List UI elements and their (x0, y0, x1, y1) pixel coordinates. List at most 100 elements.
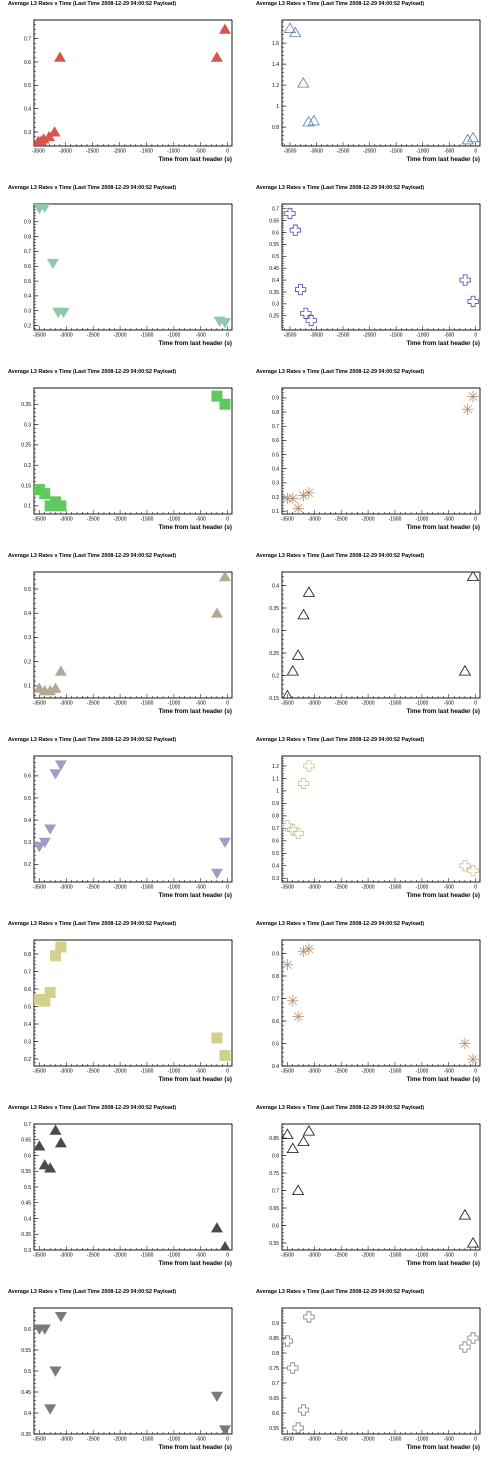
y-tick-label: 0.75 (269, 1171, 279, 1177)
y-tick-label: 0.65 (269, 1396, 279, 1402)
data-point (292, 1422, 304, 1434)
y-tick-label: 0.9 (272, 951, 279, 957)
y-tick-label: 0.8 (24, 234, 31, 240)
data-point (292, 1010, 304, 1023)
plot-frame (33, 571, 233, 699)
y-tick-label: 0.4 (24, 106, 31, 112)
data-point (297, 608, 310, 620)
y-tick-label: 0.1 (24, 504, 31, 510)
data-point (49, 1366, 62, 1377)
y-tick-label: 0.2 (24, 659, 31, 665)
x-tick-label: 0 (226, 1437, 229, 1443)
data-point (459, 1037, 471, 1050)
x-tick-label: -500 (196, 701, 206, 707)
x-tick-label: -3000 (60, 1069, 73, 1075)
scatter-plot: -3500 -3000 -2500 -2000 -1500 -1000 -500 0 0.3 0.… (272, 755, 481, 899)
x-tick-label: -2000 (362, 1253, 375, 1259)
data-point (297, 777, 310, 790)
plot-frame (281, 203, 481, 331)
x-tick-label: -3500 (284, 149, 297, 155)
y-tick-label: 0.3 (24, 840, 31, 846)
plot-frame (33, 1307, 233, 1435)
data-point (54, 760, 67, 771)
y-tick-label: 0.45 (269, 266, 279, 272)
x-tick-label: 0 (226, 1253, 229, 1259)
x-tick-label: -500 (196, 885, 206, 891)
data-point (46, 258, 59, 270)
data-point (34, 1140, 46, 1151)
y-tick-label: 0.35 (269, 290, 279, 296)
x-tick-label: -2500 (337, 333, 350, 339)
data-point (303, 1311, 315, 1323)
x-tick-label: 0 (226, 333, 229, 339)
x-tick-label: -3500 (284, 333, 297, 339)
data-point (302, 1125, 316, 1136)
x-tick-label: -500 (196, 1069, 206, 1075)
data-point (54, 665, 67, 676)
x-tick-label: -3000 (310, 333, 323, 339)
y-tick-label: 0.1 (24, 684, 31, 690)
x-tick-label: -1000 (415, 1069, 428, 1075)
x-tick-label: -2000 (113, 149, 126, 155)
x-tick-label: -500 (196, 149, 206, 155)
x-tick-label: -3000 (308, 885, 321, 891)
plot-frame (33, 387, 233, 515)
y-tick-label: 0.2 (272, 673, 279, 679)
x-axis-label: Time from last header (s) (407, 156, 480, 163)
x-tick-label: 0 (474, 333, 477, 339)
y-tick-label: 0.6 (24, 1327, 31, 1333)
data-point (291, 649, 305, 660)
y-tick-label: 0.6 (24, 987, 31, 993)
data-point (291, 1184, 305, 1196)
y-tick-label: 0.3 (24, 130, 31, 136)
chart-panel: Average L3 Rates v Time (Last Time 2008-… (248, 920, 496, 1104)
x-tick-label: -500 (196, 517, 206, 523)
data-point (302, 586, 316, 597)
x-tick-label: -2000 (362, 1437, 375, 1443)
data-point (466, 572, 480, 582)
x-tick-label: -2500 (337, 149, 350, 155)
data-point (305, 314, 317, 327)
x-tick-label: -3000 (308, 1253, 321, 1259)
x-tick-label: -3000 (60, 333, 73, 339)
chart-title: Average L3 Rates v Time (Last Time 2008-… (256, 1289, 424, 1295)
x-tick-label: -3500 (281, 517, 294, 523)
data-point (467, 1053, 479, 1065)
x-axis-label: Time from last header (s) (159, 1076, 232, 1083)
x-tick-label: -1000 (415, 885, 428, 891)
data-point (49, 1124, 62, 1135)
x-tick-label: -3000 (60, 517, 73, 523)
x-tick-label: -3500 (281, 885, 294, 891)
y-tick-label: 0.8 (272, 814, 279, 820)
x-tick-label: -500 (196, 333, 206, 339)
y-tick-label: 0.55 (269, 242, 279, 248)
data-point (39, 204, 50, 213)
data-point (282, 1128, 294, 1140)
y-tick-label: 0.8 (24, 952, 31, 958)
y-tick-label: 0.2 (24, 862, 31, 868)
data-point (57, 307, 70, 319)
chart-panel: Average L3 Rates v Time (Last Time 2008-… (248, 552, 496, 736)
y-tick-label: 0.15 (269, 696, 279, 702)
plot-frame (281, 19, 481, 147)
x-tick-label: -2500 (87, 1253, 100, 1259)
x-tick-label: -2500 (87, 517, 100, 523)
x-tick-label: -2000 (114, 701, 127, 707)
data-point (44, 987, 56, 999)
x-tick-label: -3500 (33, 517, 46, 523)
y-tick-label: 0.8 (272, 974, 279, 980)
y-tick-label: 0.55 (269, 1241, 279, 1247)
chart-title: Average L3 Rates v Time (Last Time 2008-… (256, 369, 424, 375)
data-point (297, 945, 310, 957)
data-point (467, 1332, 479, 1344)
x-tick-label: -2500 (335, 1437, 348, 1443)
y-tick-label: 0.4 (272, 1064, 279, 1070)
y-tick-label: 0.35 (21, 1232, 31, 1238)
x-tick-label: -2500 (87, 1437, 100, 1443)
y-tick-label: 0.45 (21, 1201, 31, 1207)
plot-frame (281, 755, 481, 883)
x-tick-label: -3500 (33, 1253, 46, 1259)
data-point (210, 51, 223, 62)
data-point (297, 489, 310, 502)
y-tick-label: 0.9 (24, 220, 31, 226)
